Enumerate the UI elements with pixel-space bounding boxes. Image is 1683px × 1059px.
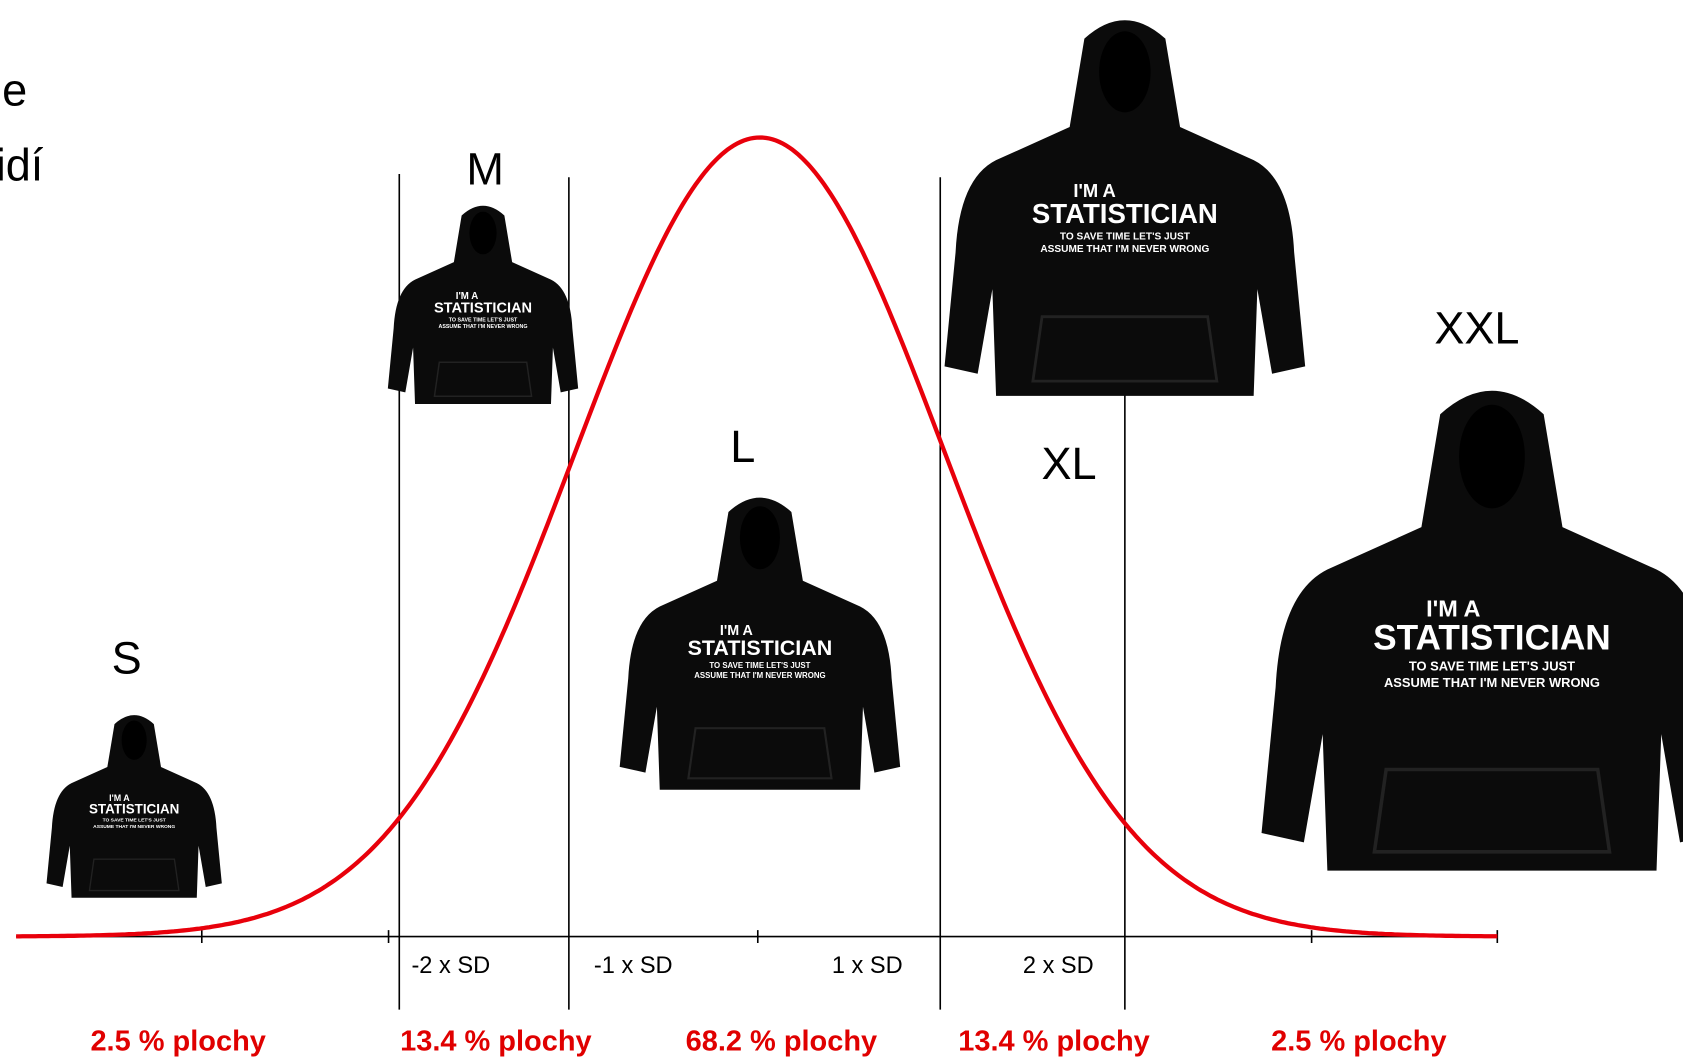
- size-label: L: [730, 421, 755, 472]
- hoodie-shape: [944, 20, 1306, 396]
- hood-opening: [121, 720, 147, 760]
- hoodie-print: TO SAVE TIME LET'S JUST: [103, 818, 166, 824]
- pocket: [433, 361, 533, 397]
- size-label: M: [466, 144, 504, 195]
- cut-text: e: [2, 64, 27, 115]
- hoodie-print: STATISTICIAN: [434, 301, 532, 317]
- sd-label: -2 x SD: [411, 953, 490, 979]
- hoodie-print: TO SAVE TIME LET'S JUST: [709, 661, 810, 670]
- hood-opening: [469, 211, 497, 255]
- area-label: 13.4 % plochy: [400, 1025, 592, 1057]
- hood-opening: [1099, 31, 1151, 113]
- hoodie-print: ASSUME THAT I'M NEVER WRONG: [438, 324, 527, 330]
- hood-opening: [1459, 404, 1525, 509]
- hoodie-print: I'M A: [1073, 180, 1116, 201]
- sd-label: 1 x SD: [832, 953, 903, 979]
- hoodie-print: STATISTICIAN: [1032, 198, 1218, 229]
- normal-curve: [16, 135, 1498, 939]
- area-label: 68.2 % plochy: [686, 1025, 878, 1057]
- hoodie-shape: [1261, 390, 1683, 871]
- hoodie-print: ASSUME THAT I'M NEVER WRONG: [1384, 675, 1600, 690]
- hoodie-print: STATISTICIAN: [1373, 618, 1611, 657]
- hoodie-print: ASSUME THAT I'M NEVER WRONG: [93, 824, 175, 830]
- hoodie-print: STATISTICIAN: [688, 636, 833, 660]
- hoodie-print: TO SAVE TIME LET'S JUST: [449, 317, 518, 323]
- hoodie-print: TO SAVE TIME LET'S JUST: [1060, 231, 1191, 242]
- hoodie-shape: [46, 715, 222, 898]
- hoodie-print: I'M A: [1426, 596, 1480, 622]
- area-label: 2.5 % plochy: [90, 1025, 265, 1057]
- hoodie-print: ASSUME THAT I'M NEVER WRONG: [694, 671, 825, 680]
- hoodie-print: I'M A: [456, 291, 478, 302]
- size-label: XL: [1041, 438, 1096, 489]
- hood-opening: [739, 506, 780, 570]
- area-label: 13.4 % plochy: [958, 1025, 1150, 1057]
- size-label: S: [112, 632, 142, 683]
- hoodie-print: STATISTICIAN: [89, 802, 179, 817]
- hoodie-shape: [387, 205, 579, 405]
- sd-label: 2 x SD: [1023, 953, 1094, 979]
- hoodie-shape: [619, 497, 901, 790]
- hoodie-print: ASSUME THAT I'M NEVER WRONG: [1040, 244, 1209, 255]
- pocket: [687, 727, 833, 780]
- size-label: XXL: [1434, 303, 1519, 354]
- pocket: [1372, 767, 1612, 854]
- sd-label: -1 x SD: [594, 953, 673, 979]
- area-label: 2.5 % plochy: [1271, 1025, 1446, 1057]
- hoodie-print: TO SAVE TIME LET'S JUST: [1409, 659, 1575, 674]
- pocket: [88, 858, 180, 892]
- hoodie-print: I'M A: [720, 623, 753, 639]
- hoodie-print: I'M A: [109, 793, 130, 803]
- pocket: [1031, 315, 1219, 383]
- cut-text: idí: [0, 139, 44, 190]
